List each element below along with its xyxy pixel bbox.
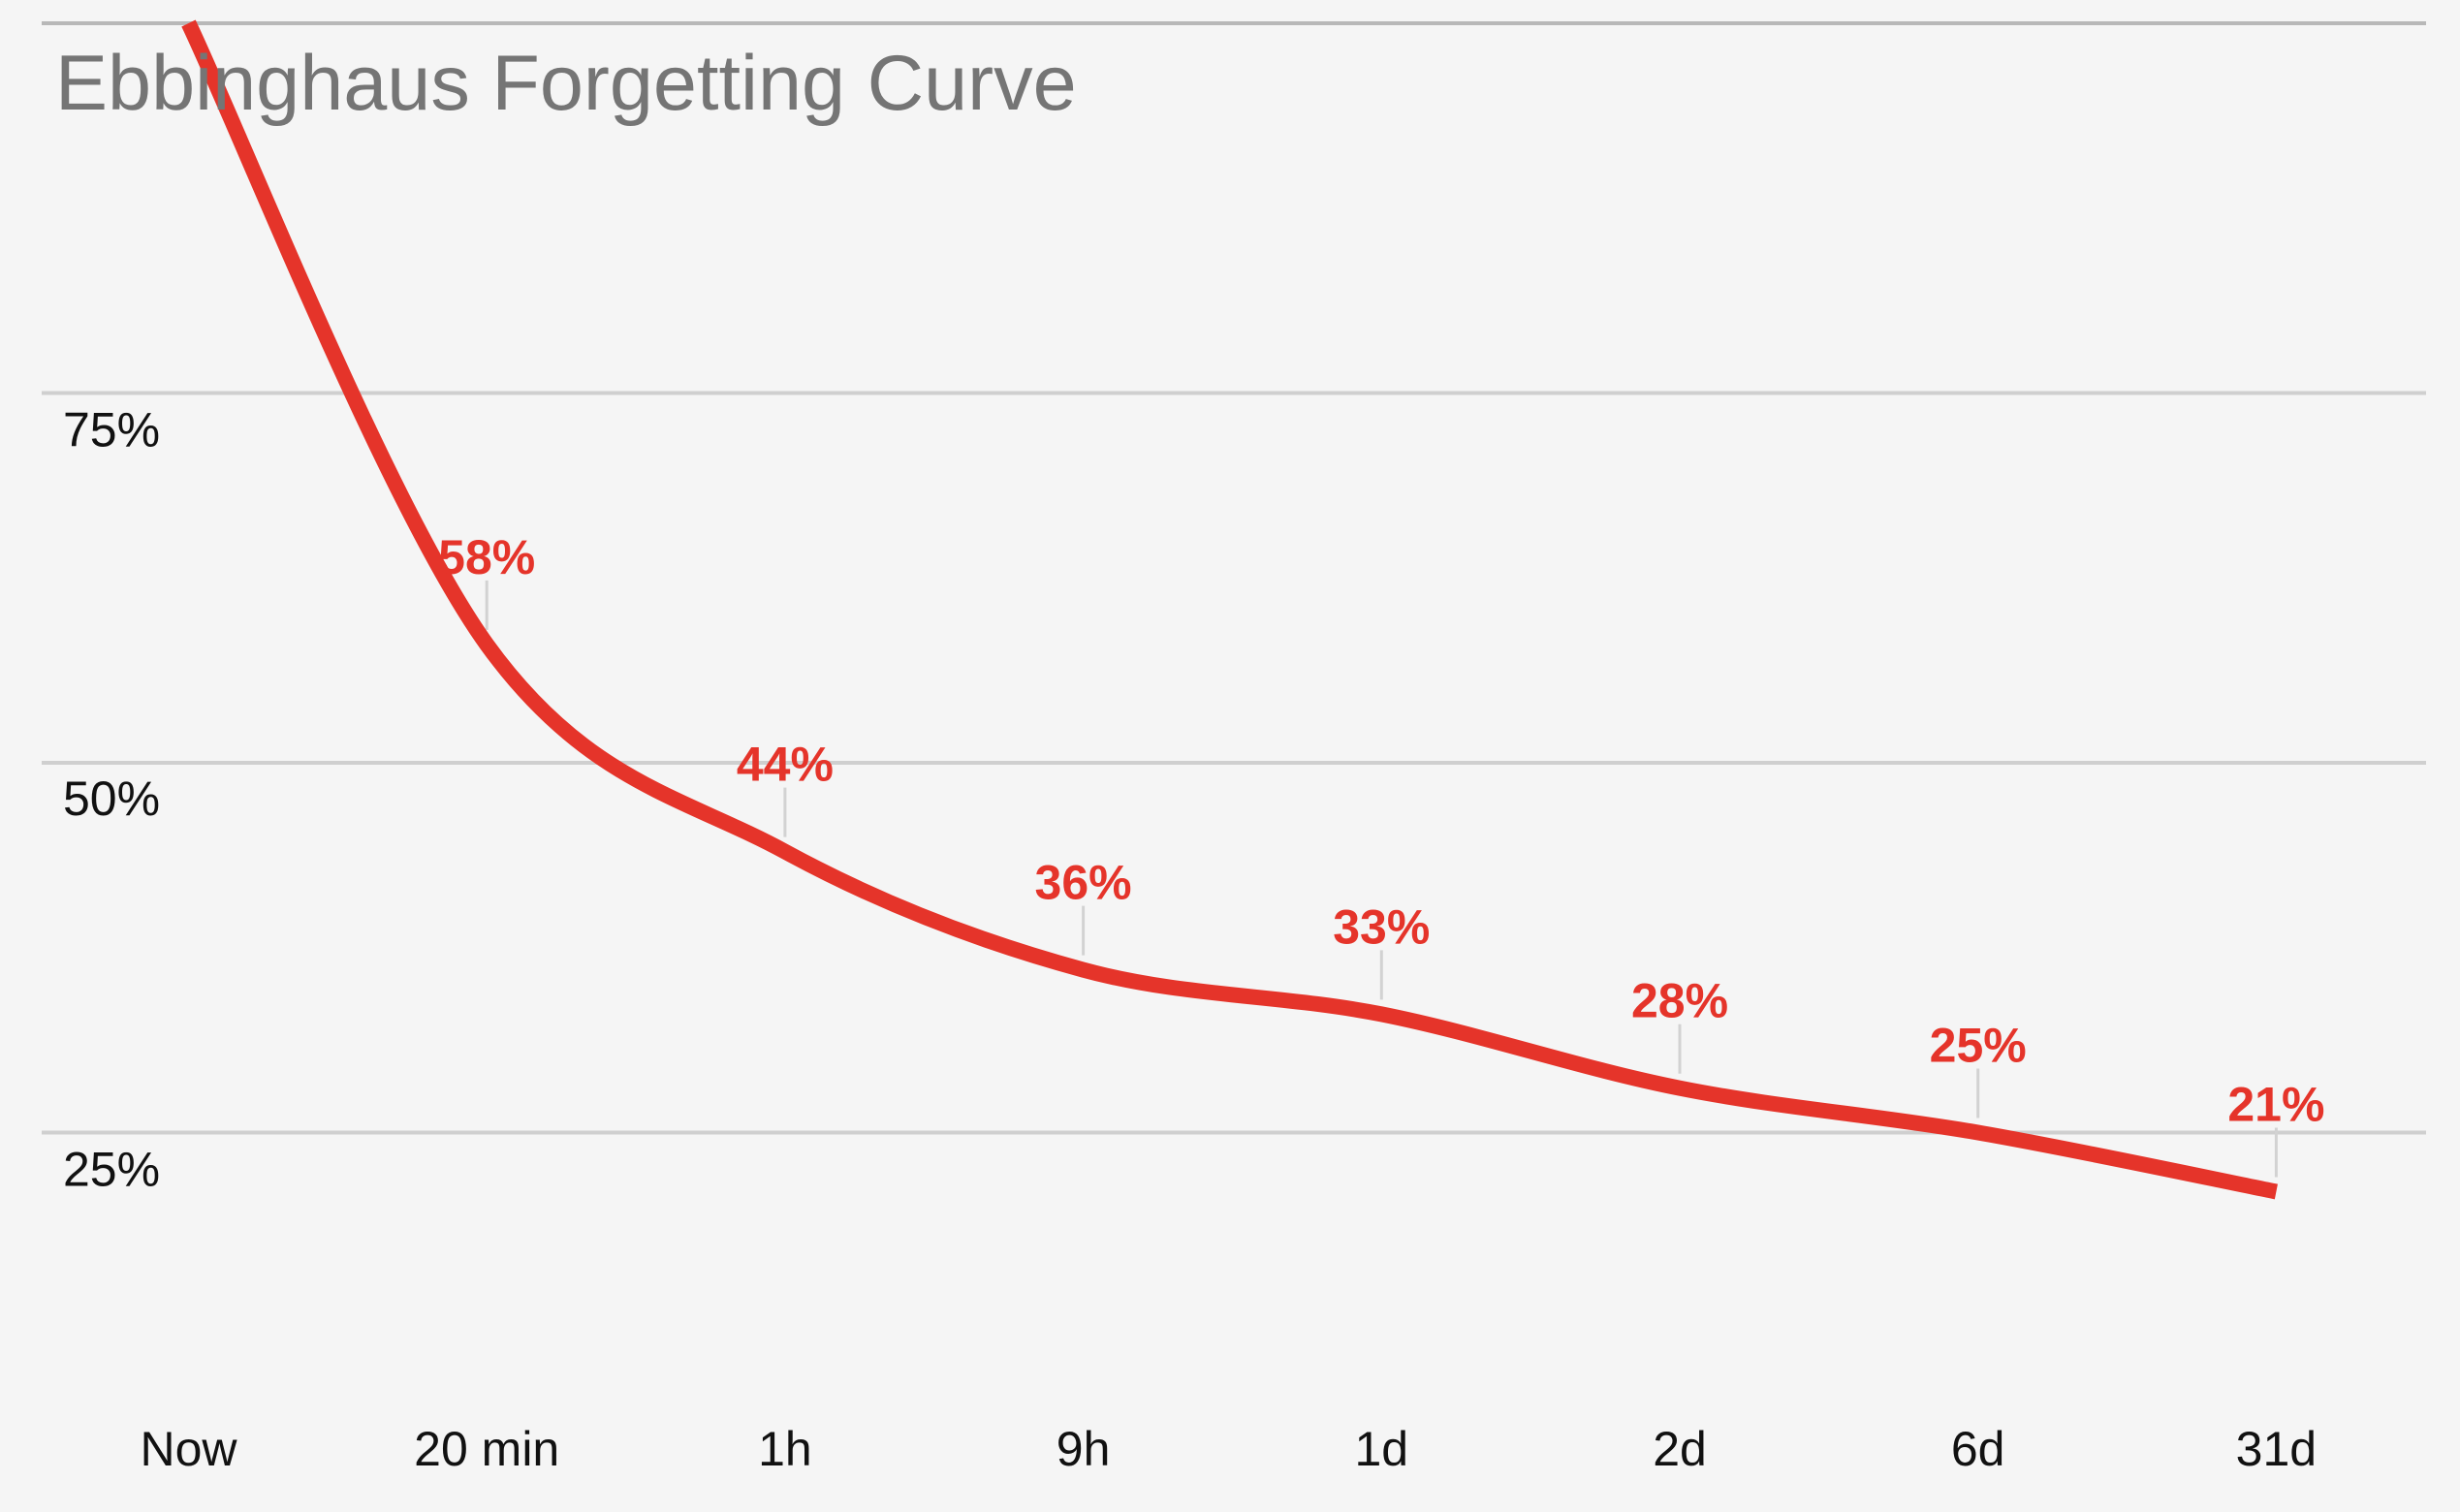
svg-text:25%: 25% xyxy=(63,1143,160,1197)
svg-text:25%: 25% xyxy=(1930,1019,2027,1073)
svg-text:58%: 58% xyxy=(438,530,535,584)
svg-text:Now: Now xyxy=(140,1422,237,1476)
svg-text:36%: 36% xyxy=(1035,856,1132,910)
svg-text:1d: 1d xyxy=(1354,1422,1408,1476)
svg-text:28%: 28% xyxy=(1631,974,1728,1028)
svg-text:6d: 6d xyxy=(1951,1422,2005,1476)
svg-text:Ebbinghaus Forgetting Curve: Ebbinghaus Forgetting Curve xyxy=(55,40,1077,127)
svg-text:2d: 2d xyxy=(1653,1422,1707,1476)
svg-text:20 min: 20 min xyxy=(414,1422,559,1476)
svg-text:75%: 75% xyxy=(63,403,160,457)
svg-text:50%: 50% xyxy=(63,772,160,826)
svg-text:31d: 31d xyxy=(2236,1422,2317,1476)
svg-text:9h: 9h xyxy=(1057,1422,1111,1476)
svg-text:44%: 44% xyxy=(737,738,834,792)
svg-text:33%: 33% xyxy=(1333,899,1430,954)
svg-text:1h: 1h xyxy=(758,1422,812,1476)
svg-text:21%: 21% xyxy=(2227,1078,2324,1132)
